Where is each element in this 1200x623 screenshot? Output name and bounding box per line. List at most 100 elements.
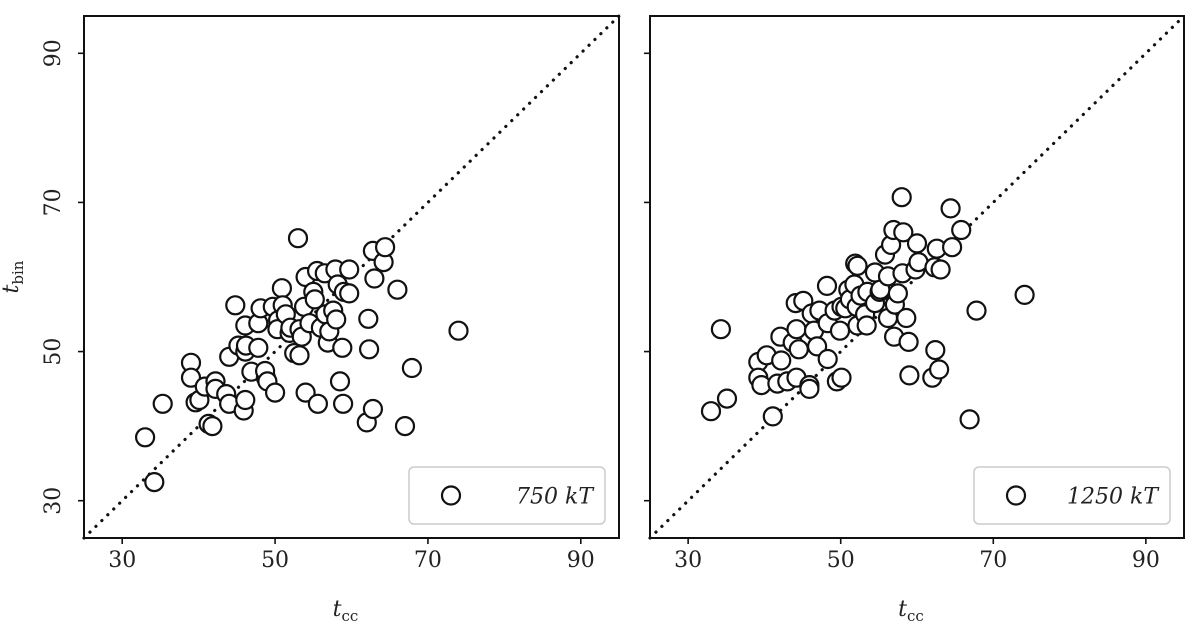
data-point bbox=[847, 255, 868, 276]
data-point bbox=[771, 350, 792, 371]
data-point bbox=[906, 233, 928, 254]
data-point bbox=[856, 315, 877, 336]
data-point bbox=[364, 268, 385, 289]
data-point bbox=[817, 348, 838, 370]
data-point bbox=[806, 336, 828, 357]
x-tick-label: 30 bbox=[108, 548, 136, 573]
y-tick-label: 50 bbox=[41, 338, 66, 366]
data-point bbox=[925, 340, 946, 361]
legend-label-left: 750 kT bbox=[516, 485, 595, 510]
x-tick-label: 50 bbox=[827, 548, 855, 573]
data-point bbox=[235, 389, 256, 411]
data-point bbox=[339, 283, 360, 304]
data-point bbox=[896, 307, 917, 329]
data-point bbox=[339, 259, 360, 280]
data-point bbox=[332, 337, 353, 358]
data-point bbox=[816, 275, 838, 296]
data-point bbox=[940, 198, 961, 219]
y-axis-label-left: tbin bbox=[0, 260, 27, 293]
data-point bbox=[180, 367, 202, 388]
data-point bbox=[716, 388, 738, 409]
data-point bbox=[287, 228, 309, 249]
x-axis-label-right-main: t bbox=[898, 597, 907, 622]
data-point bbox=[899, 365, 920, 386]
data-point bbox=[893, 222, 914, 243]
data-point bbox=[202, 416, 223, 437]
data-point bbox=[891, 187, 912, 208]
data-point bbox=[304, 289, 325, 310]
legend-label-right: 1250 kT bbox=[1067, 485, 1160, 510]
data-point bbox=[362, 398, 383, 420]
data-point bbox=[375, 237, 396, 258]
data-point bbox=[951, 219, 972, 241]
data-point bbox=[326, 309, 347, 330]
data-point bbox=[271, 278, 292, 299]
points-right bbox=[700, 187, 1035, 430]
points-left bbox=[135, 228, 469, 493]
data-point bbox=[289, 345, 310, 366]
legend-box-right bbox=[973, 466, 1171, 525]
data-point bbox=[358, 308, 379, 329]
plot-frame-right bbox=[649, 15, 1185, 539]
x-tick-label: 30 bbox=[674, 548, 702, 573]
data-point bbox=[788, 339, 809, 360]
data-point bbox=[295, 382, 316, 403]
data-point bbox=[799, 378, 820, 399]
data-point bbox=[928, 359, 950, 380]
data-point bbox=[887, 283, 909, 304]
x-tick-label: 90 bbox=[567, 548, 595, 573]
data-point bbox=[144, 472, 165, 493]
data-point bbox=[831, 367, 852, 388]
data-point bbox=[333, 393, 354, 414]
legend-left: 750 kT bbox=[408, 466, 606, 525]
data-point bbox=[448, 320, 469, 341]
y-tick-label: 30 bbox=[41, 487, 66, 515]
data-point bbox=[394, 416, 416, 437]
legend-box-left bbox=[408, 466, 606, 525]
data-point bbox=[359, 339, 380, 360]
y-tick-label: 90 bbox=[41, 39, 66, 67]
data-point bbox=[930, 259, 951, 280]
data-point bbox=[225, 295, 246, 316]
x-axis-label-left: tcc bbox=[333, 597, 359, 623]
x-tick-label: 70 bbox=[979, 548, 1007, 573]
legend-marker-left bbox=[440, 485, 462, 506]
data-point bbox=[710, 319, 732, 340]
y-axis-label-left-main: t bbox=[0, 284, 24, 293]
data-point bbox=[152, 393, 173, 414]
x-axis-label-right-sub: cc bbox=[907, 607, 924, 623]
data-point bbox=[700, 401, 722, 422]
y-tick-label: 70 bbox=[41, 188, 66, 216]
data-point bbox=[265, 382, 286, 403]
x-ticks-right: 30 50 70 90 bbox=[674, 538, 1160, 573]
data-point bbox=[307, 393, 328, 414]
data-point bbox=[898, 331, 919, 352]
x-ticks-left: 30 50 70 90 bbox=[108, 538, 595, 573]
data-point bbox=[959, 409, 980, 430]
data-point bbox=[401, 357, 422, 379]
data-point bbox=[829, 320, 851, 341]
data-point bbox=[135, 427, 156, 448]
data-point bbox=[762, 406, 783, 427]
data-point bbox=[786, 319, 807, 340]
data-point bbox=[1014, 284, 1035, 305]
x-tick-label: 50 bbox=[261, 548, 289, 573]
data-point bbox=[966, 300, 987, 321]
data-point bbox=[941, 237, 963, 258]
y-axis-label-left-sub: bin bbox=[9, 260, 27, 284]
legend-right: 1250 kT bbox=[973, 466, 1171, 525]
data-point bbox=[248, 337, 269, 358]
x-axis-label-left-main: t bbox=[333, 597, 342, 622]
legend-marker-right bbox=[1005, 485, 1027, 506]
plot-frame-left bbox=[83, 15, 620, 539]
y-ticks-left: 30 50 70 90 bbox=[41, 39, 84, 515]
x-axis-label-left-sub: cc bbox=[342, 607, 359, 623]
right-scatter-panel: 30 50 70 90 1250 kT tcc bbox=[644, 14, 1186, 623]
x-tick-label: 90 bbox=[1132, 548, 1160, 573]
x-tick-label: 70 bbox=[414, 548, 442, 573]
x-axis-label-right: tcc bbox=[898, 597, 924, 623]
y-ticks-right bbox=[644, 52, 650, 502]
data-point bbox=[387, 279, 408, 300]
